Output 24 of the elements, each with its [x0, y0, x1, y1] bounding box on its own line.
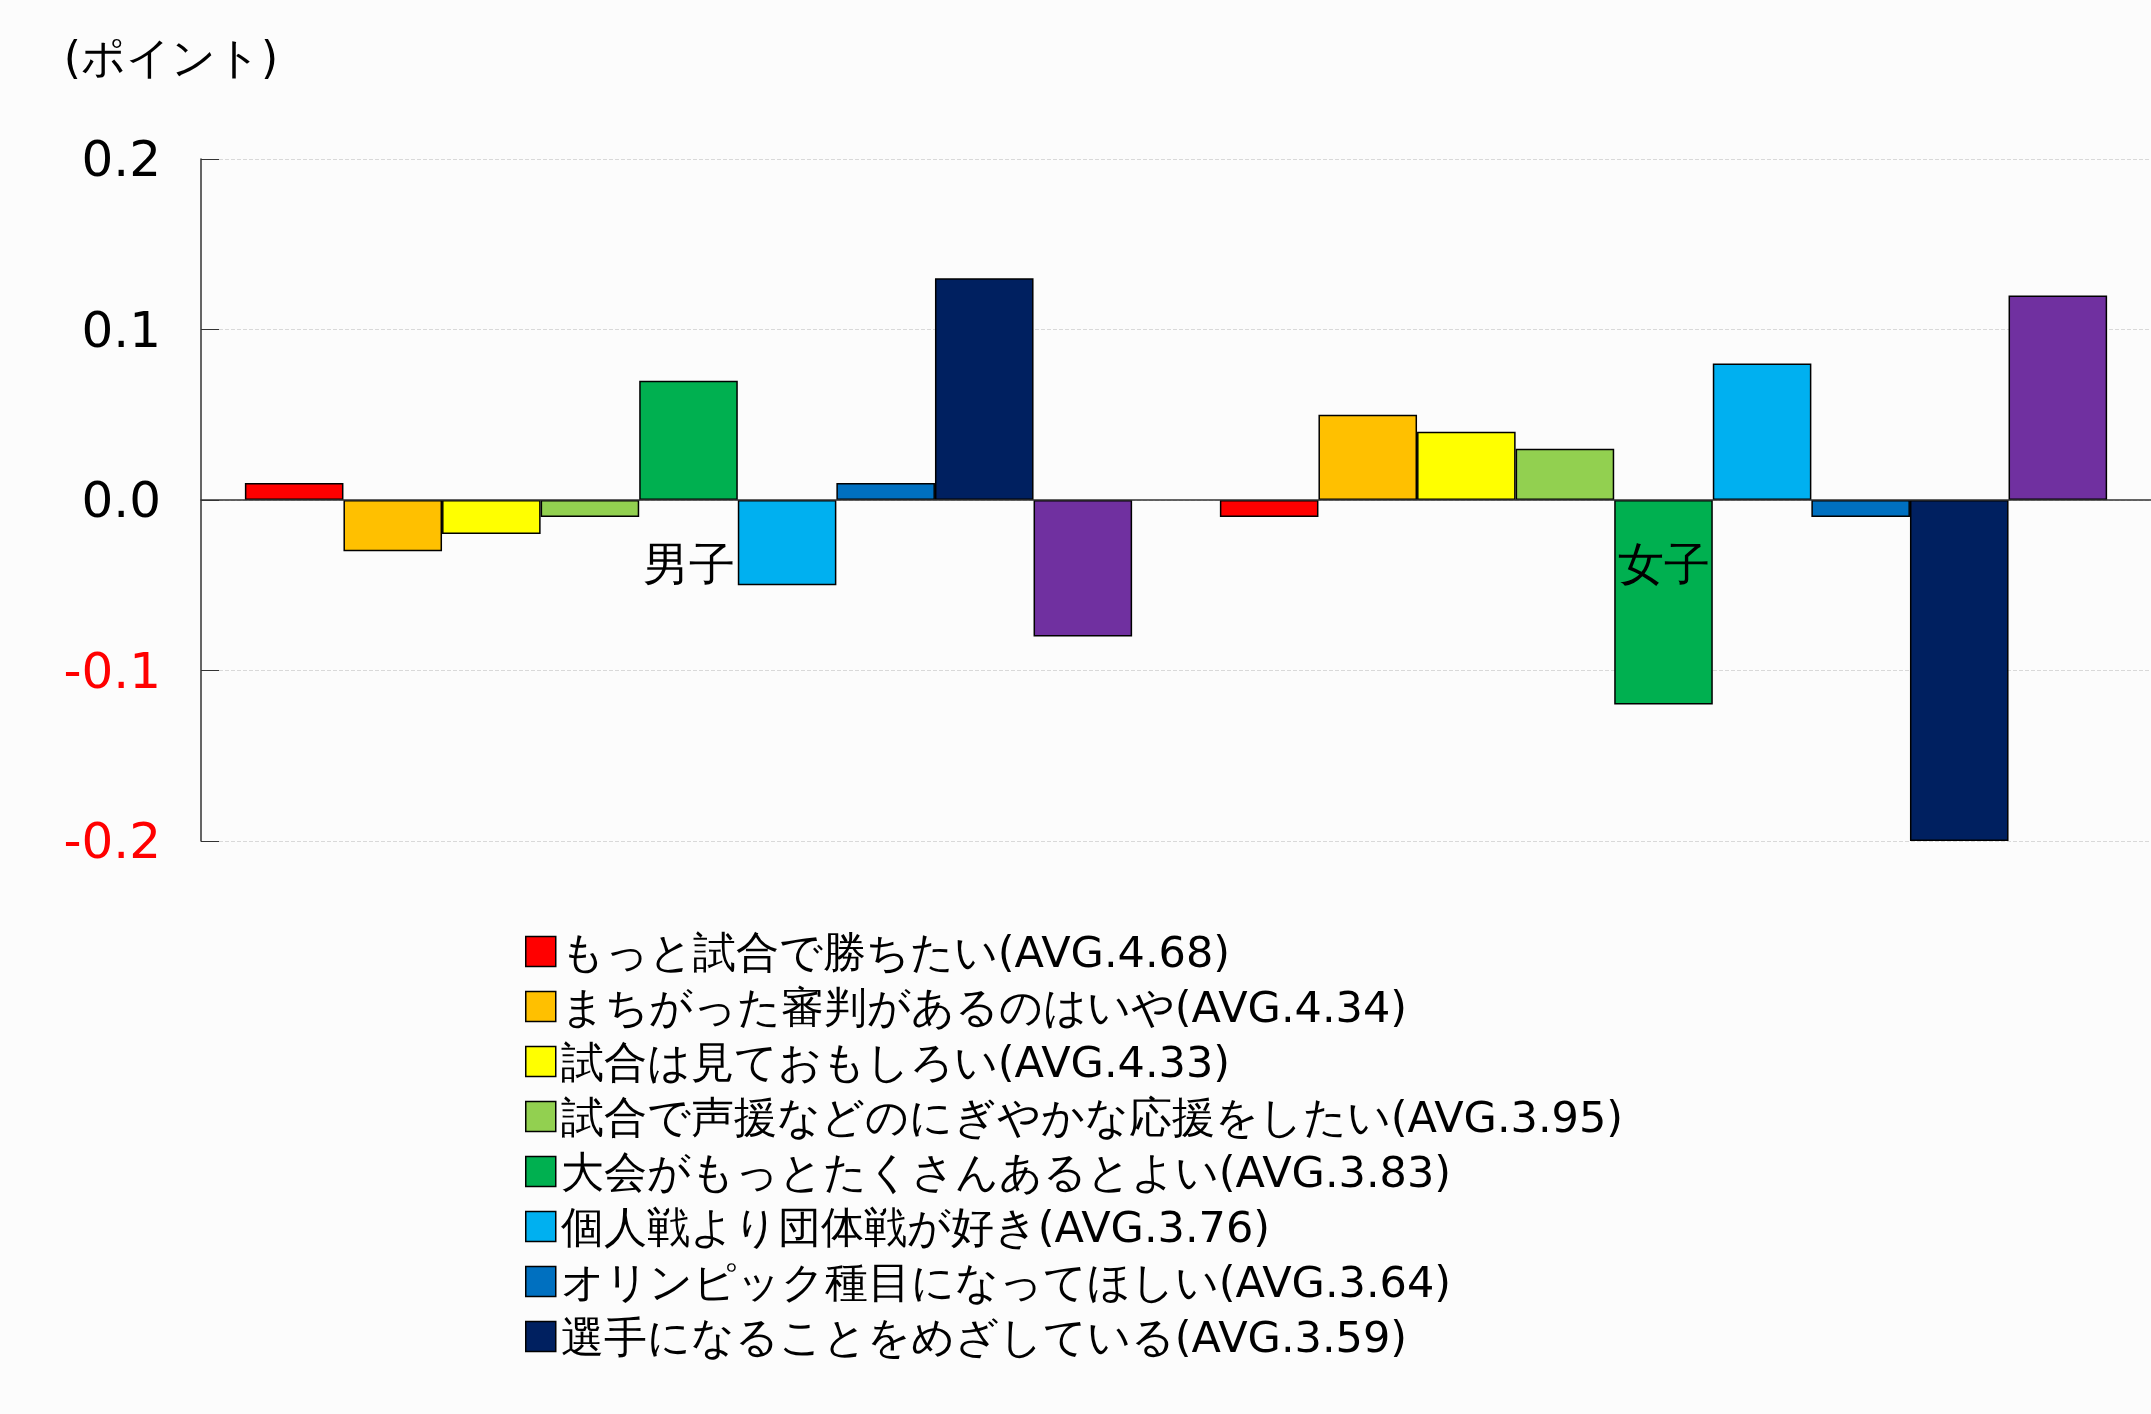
legend-label: 試合は見ておもしろい(AVG.4.33) — [560, 1036, 1231, 1087]
y-tick-label: 0.2 — [81, 130, 161, 188]
bar — [244, 482, 344, 500]
y-tick-label: 0.0 — [81, 471, 161, 529]
y-tick-label: -0.2 — [63, 812, 161, 870]
x-tick-label: 男子 — [642, 537, 735, 591]
bar — [639, 380, 738, 500]
legend-label: 個人戦より団体戦が好き(AVG.3.76) — [560, 1201, 1271, 1252]
bar — [2008, 295, 2108, 500]
legend-label: もっと試合で勝ちたい(AVG.4.68) — [560, 926, 1231, 977]
bar — [1614, 500, 1713, 705]
legend-label: 試合で声援などのにぎやかな応援をしたい(AVG.3.95) — [560, 1091, 1624, 1142]
x-tick-label: 女子 — [1617, 537, 1710, 591]
bar — [737, 500, 837, 586]
legend-label: 大会がもっとたくさんあるとよい(AVG.3.83) — [560, 1146, 1452, 1197]
y-tick-label: -0.1 — [63, 641, 161, 700]
y-axis-title: (ポイント) — [63, 31, 279, 83]
legend-label: まちがった審判があるのはいや(AVG.4.34) — [560, 981, 1408, 1032]
bar — [1712, 363, 1812, 500]
legend-label: オリンピック種目になってほしい(AVG.3.64) — [560, 1256, 1452, 1307]
bar — [1033, 500, 1133, 637]
y-tick-label: 0.1 — [81, 300, 161, 359]
bar — [1219, 500, 1319, 518]
legend-label: 選手になることをめざしている(AVG.3.59) — [560, 1311, 1408, 1362]
